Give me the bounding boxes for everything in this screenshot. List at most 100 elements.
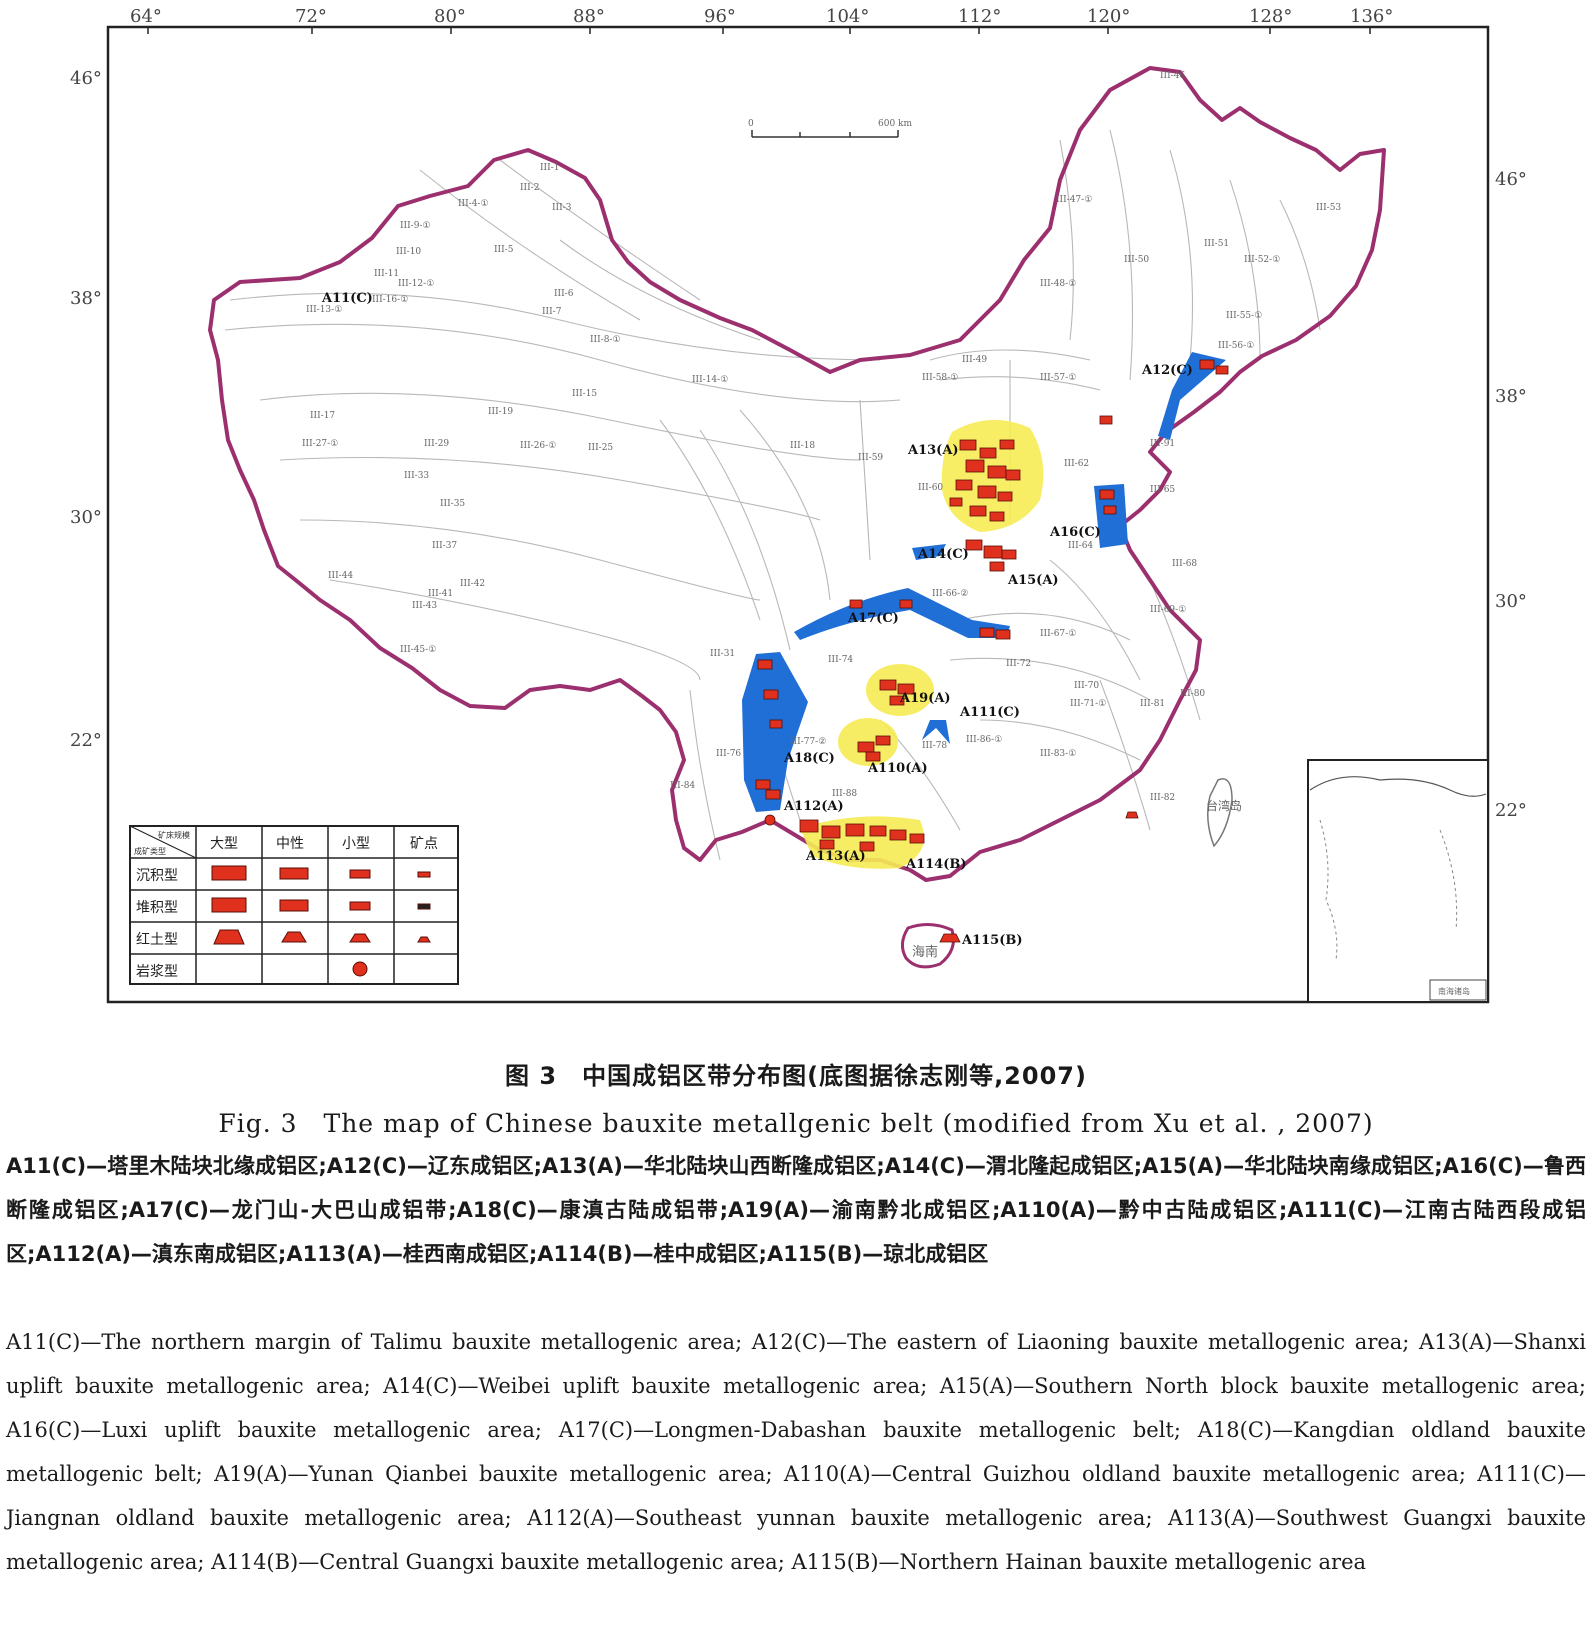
unit-label: III-26-① [520,441,556,451]
lat-label: 30° [70,507,102,528]
blue-zones [742,352,1226,812]
unit-label: III-17 [310,411,335,421]
unit-label: III-42 [460,579,485,589]
hainan-island [901,923,955,969]
unit-label: III-4-① [458,199,489,209]
unit-label: III-70 [1074,681,1099,691]
unit-label: III-77-② [790,737,826,747]
lon-label: 128° [1249,6,1292,27]
zone-label-a19: A19(A) [899,691,951,706]
unit-label: III-33 [404,471,429,481]
unit-label: III-69-① [1150,605,1186,615]
unit-label: III-35 [440,499,465,509]
unit-label: III-91 [1150,439,1175,449]
lon-label: 136° [1350,6,1393,27]
zone-labels: A11(C) A12(C) A13(A) A14(C) A15(A) A16(C… [321,291,1193,948]
zone-notes-en: A11(C)—The northern margin of Talimu bau… [6,1330,1586,1574]
unit-label: III-65 [1150,485,1175,495]
lon-label: 112° [958,6,1001,27]
zone-label-a15: A15(A) [1007,573,1059,588]
lon-label: 88° [573,6,605,27]
unit-label: III-52-① [1244,255,1280,265]
unit-label: III-78 [922,741,947,751]
taiwan-label: 台湾岛 [1206,798,1242,813]
zone-label-a114: A114(B) [905,857,967,872]
lon-label: 104° [826,6,869,27]
unit-label: III-2 [520,183,539,193]
unit-labels: III-1 III-2 III-3 III-4-① III-5 III-6 II… [302,71,1341,803]
unit-label: III-41 [428,589,453,599]
unit-label: III-82 [1150,793,1175,803]
unit-label: III-72 [1006,659,1031,669]
zone-label-a111: A111(C) [959,705,1020,720]
unit-label: III-29 [424,439,449,449]
unit-label: III-76 [716,749,741,759]
zone-label-a13: A13(A) [907,443,959,458]
zone-label-a11: A11(C) [321,291,373,306]
unit-label: III-13-① [306,305,342,315]
unit-label: III-84 [670,781,695,791]
zone-label-a16: A16(C) [1049,525,1101,540]
unit-label: III-71-① [1070,699,1106,709]
unit-label: III-14-① [692,375,728,385]
scale-bar-end: 600 km [878,119,912,129]
unit-label: III-9-① [400,221,431,231]
latitude-labels-right: 46° 38° 30° 22° [1495,169,1527,821]
unit-label: III-8-① [590,335,621,345]
legend-row-laterite: 红土型 [136,932,178,948]
unit-label: III-43 [412,601,437,611]
unit-label: III-49 [962,355,987,365]
legend-corner-top: 矿床规模 [158,830,190,840]
unit-label: III-66-② [932,589,968,599]
figure-caption-zh: 图 3 中国成铝区带分布图(底图据徐志刚等,2007) [505,1062,1087,1090]
unit-label: III-25 [588,443,613,453]
latitude-labels-left: 46° 38° 30° 22° [70,68,102,751]
unit-label: III-31 [710,649,735,659]
unit-label: III-74 [828,655,853,665]
unit-label: III-50 [1124,255,1149,265]
unit-label: III-7 [542,307,562,317]
unit-label: III-3 [552,203,572,213]
unit-label: III-15 [572,389,597,399]
unit-label: III-86-① [966,735,1002,745]
longitude-ticks [147,27,1371,34]
legend-row-magmatic: 岩浆型 [136,964,178,980]
unit-label: III-58-① [922,373,958,383]
zone-label-a14: A14(C) [917,547,969,562]
lat-label: 38° [70,288,102,309]
unit-label: III-83-① [1040,749,1076,759]
unit-label: III-1 [540,163,559,173]
unit-label: III-68 [1172,559,1197,569]
scale-bar-start: 0 [748,119,754,129]
zone-label-a110: A110(A) [867,761,928,776]
unit-label: III-81 [1140,699,1165,709]
china-border [208,66,1386,882]
legend-col-medium: 中性 [276,836,304,852]
unit-label: III-80 [1180,689,1205,699]
zone-label-a115: A115(B) [961,933,1023,948]
unit-label: III-16-① [372,295,408,305]
scale-bar [751,130,899,138]
zone-label-a18: A18(C) [783,751,835,766]
zone-label-a17: A17(C) [847,611,899,626]
zone-label-a112: A112(A) [783,799,844,814]
unit-label: III-67-① [1040,629,1076,639]
hainan-label: 海南 [912,944,938,960]
unit-label: III-57-① [1040,373,1076,383]
lat-label: 46° [1495,169,1527,190]
unit-label: III-44 [328,571,353,581]
unit-label: III-53 [1316,203,1341,213]
legend-col-small: 小型 [342,836,370,852]
unit-label: III-59 [858,453,883,463]
legend-row-sedimentary: 沉积型 [136,868,178,884]
unit-label: III-12-① [398,279,434,289]
unit-label: III-11 [374,269,399,279]
deposits [755,359,1229,943]
unit-label: III-60 [918,483,943,493]
bauxite-map: 64° 72° 80° 88° 96° 104° 112° 120° 128° … [70,6,1527,1004]
figure-caption-en: Fig. 3 The map of Chinese bauxite metall… [218,1109,1374,1138]
zone-notes-zh: A11(C)—塔里木陆块北缘成铝区;A12(C)—辽东成铝区;A13(A)—华北… [6,1154,1586,1266]
lon-label: 96° [704,6,736,27]
unit-label: III-55-① [1226,311,1262,321]
lon-label: 72° [295,6,327,27]
